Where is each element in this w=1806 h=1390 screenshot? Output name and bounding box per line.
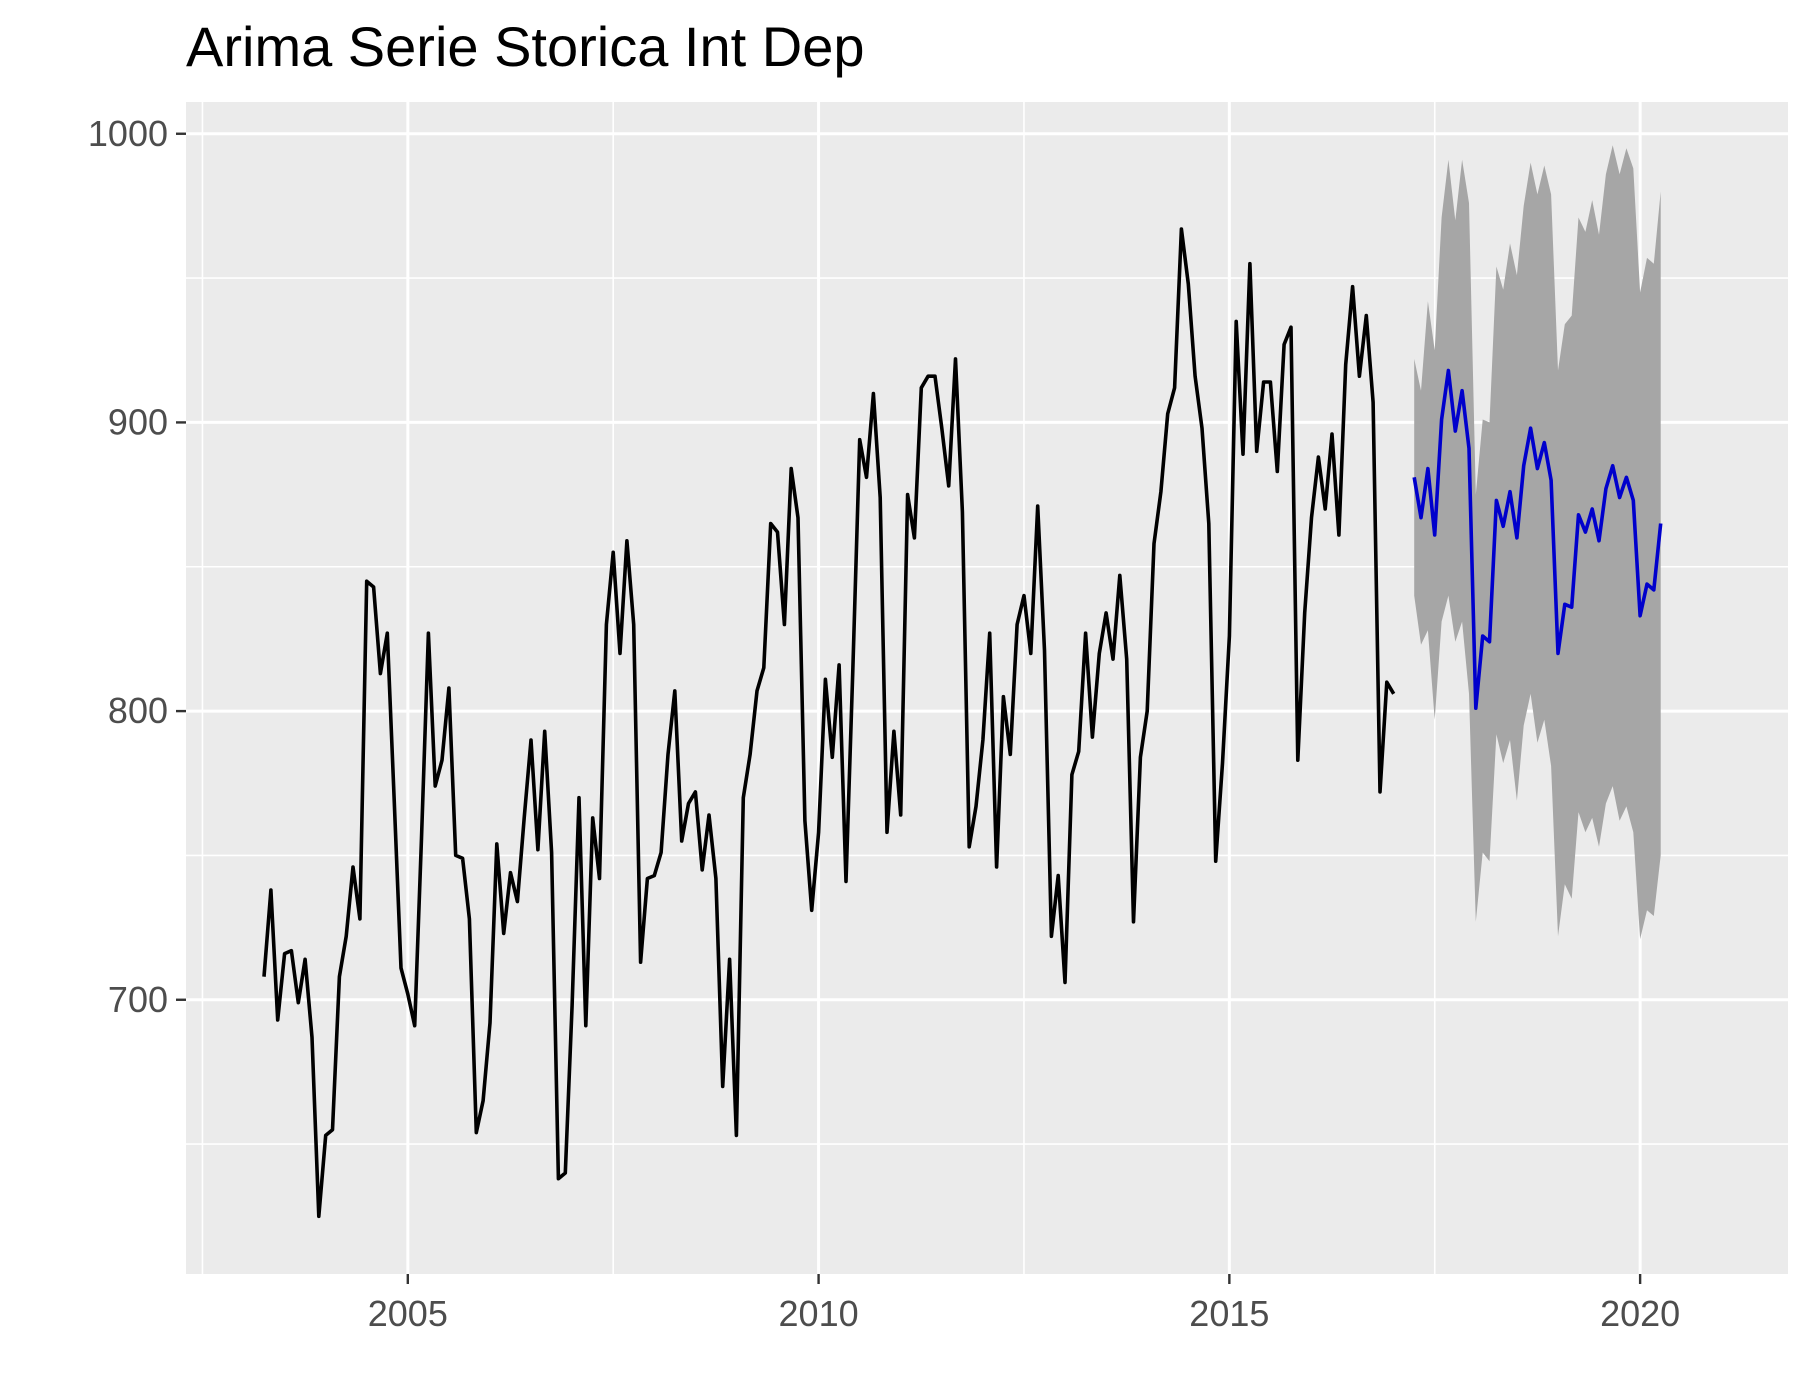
x-tick-label: 2005	[368, 1293, 448, 1334]
chart-title: Arima Serie Storica Int Dep	[186, 15, 865, 78]
y-tick-label: 800	[108, 690, 168, 731]
y-axis: 700 800 900 1000	[88, 113, 186, 1020]
historical-series-line	[262, 227, 1396, 1219]
x-tick-label: 2010	[779, 1293, 859, 1334]
y-tick-label: 900	[108, 401, 168, 442]
y-tick-label: 700	[108, 979, 168, 1020]
forecast-series-line	[1412, 368, 1663, 711]
x-tick-label: 2015	[1189, 1293, 1269, 1334]
y-tick-label: 1000	[88, 113, 168, 154]
prediction-interval-band	[1414, 145, 1661, 940]
x-tick-label: 2020	[1600, 1293, 1680, 1334]
x-axis: 2005 2010 2015 2020	[368, 1274, 1680, 1334]
